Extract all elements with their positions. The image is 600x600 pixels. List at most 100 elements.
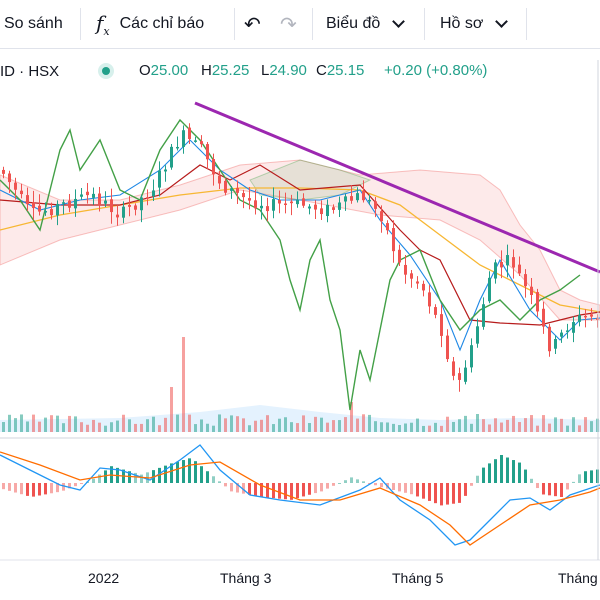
candle-body <box>8 173 11 183</box>
volume-bar <box>584 417 587 432</box>
redo-icon[interactable]: ↷ <box>280 13 297 36</box>
macd-histogram-bar <box>314 483 317 494</box>
macd-histogram-bar <box>188 458 191 483</box>
candle-body <box>134 205 137 210</box>
macd-histogram-bar <box>578 474 581 483</box>
macd-histogram-bar <box>62 483 65 491</box>
volume-bar <box>194 424 197 432</box>
volume-bar <box>8 414 11 432</box>
volume-bar <box>332 420 335 432</box>
x-tick-label: 2022 <box>88 570 119 586</box>
candle-body <box>176 146 179 149</box>
volume-bar <box>290 422 293 432</box>
macd-histogram-bar <box>530 478 533 483</box>
candle-body <box>380 211 383 222</box>
chart-type-label: Biểu đồ <box>326 15 381 32</box>
volume-bar <box>254 420 257 432</box>
macd-histogram-bar <box>230 483 233 492</box>
macd-histogram-bar <box>572 481 575 483</box>
macd-histogram-bar <box>440 483 443 506</box>
macd-histogram-bar <box>482 467 485 483</box>
macd-histogram-bar <box>128 471 131 483</box>
candle-body <box>332 207 335 210</box>
candle-body <box>422 283 425 291</box>
volume-bar <box>548 423 551 432</box>
macd-histogram-bar <box>398 483 401 492</box>
volume-bar <box>104 425 107 432</box>
volume-bar <box>356 418 359 432</box>
volume-bar <box>218 414 221 432</box>
macd-histogram-bar <box>320 483 323 492</box>
signal-line <box>0 451 600 546</box>
candle-body <box>50 209 53 216</box>
macd-histogram-bar <box>446 483 449 505</box>
volume-bar <box>260 419 263 432</box>
candle-body <box>158 170 161 188</box>
macd-histogram-bar <box>410 483 413 495</box>
candle-body <box>212 159 215 175</box>
trendline[interactable] <box>194 101 600 274</box>
candle-body <box>308 206 311 209</box>
toolbar-divider <box>312 8 313 40</box>
volume-bar <box>560 418 563 432</box>
candle-body <box>428 292 431 307</box>
macd-histogram-bar <box>74 483 77 487</box>
profile-button[interactable]: Hồ sơ <box>440 0 509 48</box>
symbol-name[interactable]: ID · HSX <box>0 62 60 80</box>
candle-body <box>386 223 389 231</box>
macd-histogram-bar <box>506 457 509 483</box>
candle-body <box>464 367 467 382</box>
candle-body <box>14 182 17 190</box>
macd-histogram-bar <box>404 483 407 493</box>
undo-icon[interactable]: ↶ <box>244 13 261 36</box>
volume-bar <box>350 402 353 432</box>
volume-bar <box>50 415 53 432</box>
compare-button[interactable]: So sánh <box>4 0 63 48</box>
volume-bar <box>236 416 239 432</box>
candle-body <box>452 361 455 376</box>
candle-body <box>188 127 191 139</box>
volume-bar <box>152 416 155 432</box>
volume-bar <box>536 425 539 432</box>
ohlc-high: H25.25 <box>201 62 250 79</box>
volume-bar <box>56 415 59 432</box>
market-status-dot-icon[interactable] <box>98 63 114 79</box>
macd-histogram-bar <box>362 481 365 483</box>
macd-histogram-bar <box>92 478 95 483</box>
macd-histogram-bar <box>284 483 287 500</box>
candle-body <box>392 228 395 252</box>
indicators-button[interactable]: fx Các chỉ báo <box>96 0 204 48</box>
macd-histogram-bar <box>350 477 353 483</box>
macd-histogram-bar <box>296 483 299 499</box>
candle-body <box>128 204 131 207</box>
volume-bar <box>512 415 515 432</box>
chart-type-button[interactable]: Biểu đồ <box>326 0 406 48</box>
macd-histogram-bar <box>278 483 281 499</box>
candle-body <box>404 264 407 275</box>
candle-body <box>284 203 287 205</box>
volume-bar <box>278 418 281 432</box>
macd-histogram-bar <box>368 483 371 484</box>
candle-body <box>512 257 515 268</box>
candle-body <box>140 197 143 211</box>
candle-body <box>2 169 5 174</box>
candle-body <box>488 277 491 302</box>
x-tick-label: Tháng <box>558 570 598 586</box>
candle-body <box>296 200 299 205</box>
macd-histogram-bar <box>434 483 437 504</box>
volume-bar <box>38 421 41 432</box>
volume-bar <box>386 422 389 432</box>
volume-bar <box>326 422 329 432</box>
macd-histogram-bar <box>374 483 377 486</box>
volume-bar <box>368 414 371 432</box>
volume-bar <box>140 423 143 432</box>
macd-histogram-bar <box>170 463 173 483</box>
volume-bar <box>428 425 431 432</box>
candle-body <box>236 187 239 193</box>
candle-body <box>122 206 125 218</box>
volume-bar <box>578 425 581 432</box>
macd-histogram-bar <box>134 472 137 483</box>
volume-bar <box>362 414 365 432</box>
candle-body <box>554 339 557 349</box>
